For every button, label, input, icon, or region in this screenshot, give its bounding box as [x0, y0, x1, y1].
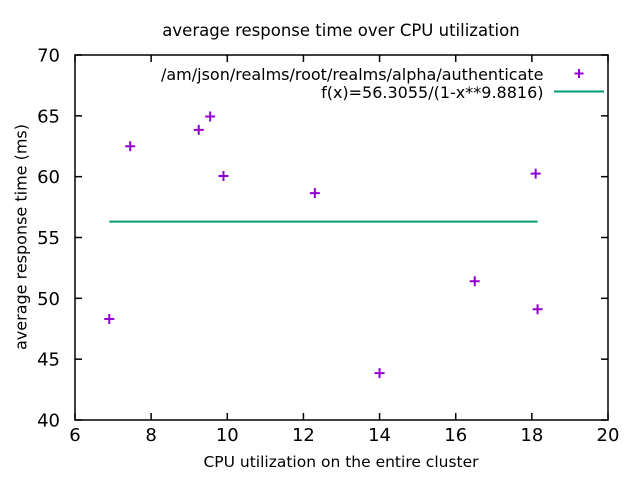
data-point-marker — [218, 171, 229, 182]
x-tick-label: 14 — [368, 425, 391, 446]
data-point-marker — [309, 188, 320, 199]
y-tick-label: 40 — [37, 411, 60, 432]
data-point-marker — [532, 304, 543, 315]
data-point-marker — [125, 141, 136, 152]
plot-border — [74, 54, 609, 421]
x-tick-label: 12 — [292, 425, 315, 446]
y-tick-label: 50 — [37, 289, 60, 310]
y-tick-label: 45 — [37, 350, 60, 371]
x-axis-label: CPU utilization on the entire cluster — [203, 453, 479, 471]
data-point-marker — [374, 368, 385, 379]
y-tick-label: 65 — [37, 106, 60, 127]
x-tick-label: 18 — [520, 425, 543, 446]
y-tick-label: 70 — [37, 46, 60, 67]
legend-fit-label: f(x)=56.3055/(1-x**9.8816) — [321, 83, 543, 102]
x-tick-label: 16 — [444, 425, 467, 446]
y-tick-label: 60 — [37, 167, 60, 188]
x-tick-label: 10 — [216, 425, 239, 446]
x-tick-label: 20 — [597, 425, 620, 446]
x-tick-label: 6 — [69, 425, 80, 446]
data-point-marker — [193, 124, 204, 135]
y-tick-label: 55 — [37, 228, 60, 249]
data-point-marker — [530, 168, 541, 179]
data-point-marker — [205, 111, 216, 122]
chart-title: average response time over CPU utilizati… — [162, 21, 520, 40]
data-point-marker — [104, 314, 115, 325]
x-tick-label: 8 — [145, 425, 156, 446]
legend-plus-marker-icon — [574, 69, 584, 78]
legend-scatter-label: /am/json/realms/root/realms/alpha/authen… — [161, 65, 544, 84]
data-point-marker — [469, 276, 480, 287]
